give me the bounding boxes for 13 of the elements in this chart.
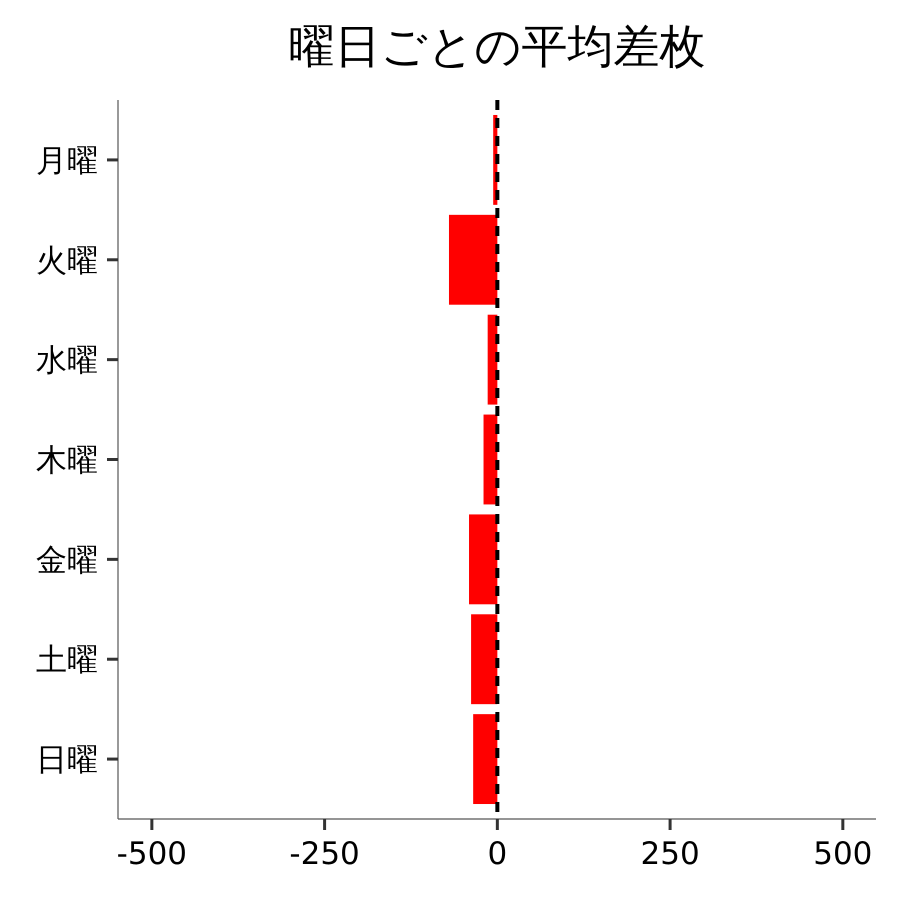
y-tick-label: 月曜 xyxy=(36,142,98,179)
y-tick-label: 金曜 xyxy=(36,542,98,578)
x-tick-label: 250 xyxy=(640,836,700,872)
y-tick-label: 木曜 xyxy=(36,442,98,478)
y-tick-label: 土曜 xyxy=(36,642,98,678)
x-tick-label: -500 xyxy=(116,836,188,872)
x-tick-label: 500 xyxy=(813,836,872,872)
y-tick-label: 火曜 xyxy=(36,242,98,279)
x-tick-label: 0 xyxy=(487,836,508,872)
x-tick-label: -250 xyxy=(289,836,360,872)
chart-title: 曜日ごとの平均差枚 xyxy=(288,19,706,73)
y-tick-label: 日曜 xyxy=(36,742,98,778)
y-tick-label: 水曜 xyxy=(36,342,98,379)
